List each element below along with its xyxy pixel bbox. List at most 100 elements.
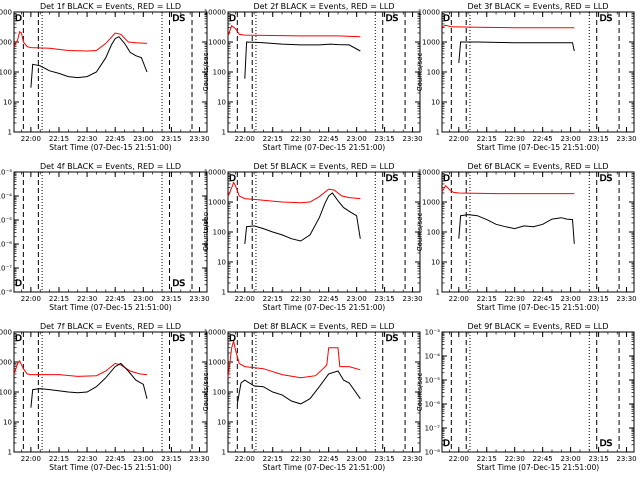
y-tick-label: 10000 (204, 9, 226, 17)
y-tick-label: 100 (0, 389, 12, 397)
plot-frame (227, 171, 421, 293)
x-tick-label: 23:15 (588, 135, 608, 143)
plot-frame (441, 331, 635, 453)
region-label: DS (386, 14, 399, 24)
events-series-line (30, 362, 148, 408)
y-tick-label: 10⁻⁴ (0, 193, 12, 201)
x-tick-label: 23:00 (133, 135, 153, 143)
y-tick-label: 10⁻³ (0, 169, 12, 177)
x-tick-label: 22:30 (505, 455, 525, 463)
y-tick-label: 10 (217, 99, 226, 107)
y-tick-label: 10000 (418, 169, 440, 177)
y-tick-label: 10000 (0, 9, 12, 17)
x-tick-label: 22:45 (105, 455, 125, 463)
y-tick-label: 10000 (0, 329, 12, 337)
events-series-line (458, 41, 575, 64)
region-label: D (15, 14, 22, 24)
region-label: DS (600, 14, 613, 24)
y-tick-label: 10 (431, 99, 440, 107)
y-tick-label: 1 (8, 449, 12, 457)
panel-det-4f: Det 4f BLACK = Events, RED = LLD 10⁻⁸ 10⁻⁷… (0, 162, 210, 312)
panel-title: Det 9f BLACK = Events, RED = LLD (467, 322, 608, 331)
x-tick-label: 22:15 (477, 455, 497, 463)
events-series-line (30, 36, 148, 88)
x-tick-label: 22:45 (105, 295, 125, 303)
y-tick-label: 10000 (204, 169, 226, 177)
y-tick-label: 1 (222, 289, 226, 297)
x-tick-label: 22:45 (533, 295, 553, 303)
x-axis-label: Start Time (07-Dec-15 21:51:00) (477, 463, 599, 472)
x-tick-label: 23:30 (402, 135, 422, 143)
x-tick-label: 22:00 (21, 295, 41, 303)
x-axis-label: Start Time (07-Dec-15 21:51:00) (49, 143, 171, 152)
panel-title: Det 6f BLACK = Events, RED = LLD (467, 162, 608, 171)
x-tick-label: 23:00 (133, 295, 153, 303)
y-tick-label: 1000 (208, 39, 226, 47)
region-label: D (15, 279, 22, 289)
panel-title: Det 7f BLACK = Events, RED = LLD (40, 322, 181, 331)
region-label: D (443, 439, 450, 449)
x-tick-label: 22:00 (21, 135, 41, 143)
y-tick-label: 10 (3, 419, 12, 427)
x-tick-label: 23:30 (616, 135, 636, 143)
plot-frame (441, 11, 635, 133)
panel-det-8f: Det 8f BLACK = Events, RED = LLD 1 10 100 10… (202, 322, 423, 472)
x-tick-label: 23:30 (616, 455, 636, 463)
x-axis-label: Start Time (07-Dec-15 21:51:00) (263, 303, 385, 312)
region-label: DS (600, 439, 613, 449)
x-tick-label: 22:15 (263, 455, 283, 463)
region-label: D (15, 334, 22, 344)
plot-frame (227, 331, 421, 453)
x-tick-label: 22:15 (263, 295, 283, 303)
y-tick-label: 100 (213, 69, 226, 77)
x-tick-label: 23:15 (161, 455, 181, 463)
y-tick-label: 1 (436, 289, 440, 297)
y-tick-label: 10⁻⁸ (0, 289, 12, 297)
y-tick-label: 10000 (204, 329, 226, 337)
x-tick-label: 23:30 (402, 295, 422, 303)
x-tick-label: 23:30 (616, 295, 636, 303)
region-label: DS (172, 279, 185, 289)
y-tick-label: 1 (436, 129, 440, 137)
region-label: D (229, 174, 236, 184)
y-tick-label: 10 (431, 259, 440, 267)
x-tick-label: 22:15 (49, 135, 69, 143)
panel-det-2f: Det 2f BLACK = Events, RED = LLD 1 10 100 10… (202, 2, 423, 152)
plot-frame (13, 11, 208, 133)
x-tick-label: 23:00 (347, 135, 367, 143)
x-tick-label: 22:45 (105, 135, 125, 143)
y-axis-label: Counts/sec (416, 213, 424, 252)
x-tick-label: 22:30 (505, 135, 525, 143)
y-tick-label: 10 (217, 419, 226, 427)
x-tick-label: 23:15 (588, 455, 608, 463)
y-tick-label: 10⁻⁶ (425, 401, 441, 409)
y-tick-label: 1000 (208, 359, 226, 367)
y-tick-label: 10⁻⁶ (0, 241, 12, 249)
x-tick-label: 22:30 (77, 295, 97, 303)
y-tick-label: 100 (213, 389, 226, 397)
region-label: D (229, 334, 236, 344)
x-tick-label: 22:00 (449, 135, 469, 143)
x-tick-label: 23:15 (374, 455, 394, 463)
plot-frame (13, 331, 208, 453)
x-axis-label: Start Time (07-Dec-15 21:51:00) (49, 303, 171, 312)
x-tick-label: 23:15 (161, 295, 181, 303)
region-label: DS (600, 174, 613, 184)
events-series-line (236, 370, 361, 405)
x-tick-label: 22:45 (319, 295, 339, 303)
x-tick-label: 22:00 (235, 135, 255, 143)
y-tick-label: 1 (222, 449, 226, 457)
x-tick-label: 23:00 (347, 455, 367, 463)
y-axis-label: Counts/sec (416, 373, 424, 412)
x-tick-label: 23:30 (189, 455, 209, 463)
lld-series-line (227, 340, 361, 379)
region-label: DS (386, 174, 399, 184)
y-tick-label: 10 (3, 99, 12, 107)
y-axis-label: Counts/sec (202, 373, 210, 412)
y-tick-label: 10 (217, 259, 226, 267)
panel-det-3f: Det 3f BLACK = Events, RED = LLD 1 10 100 10… (416, 2, 637, 152)
x-tick-label: 22:00 (235, 455, 255, 463)
x-tick-label: 22:00 (449, 455, 469, 463)
x-tick-label: 23:30 (402, 455, 422, 463)
panel-det-1f: Det 1f BLACK = Events, RED = LLD 1 10 100 10… (0, 2, 210, 152)
